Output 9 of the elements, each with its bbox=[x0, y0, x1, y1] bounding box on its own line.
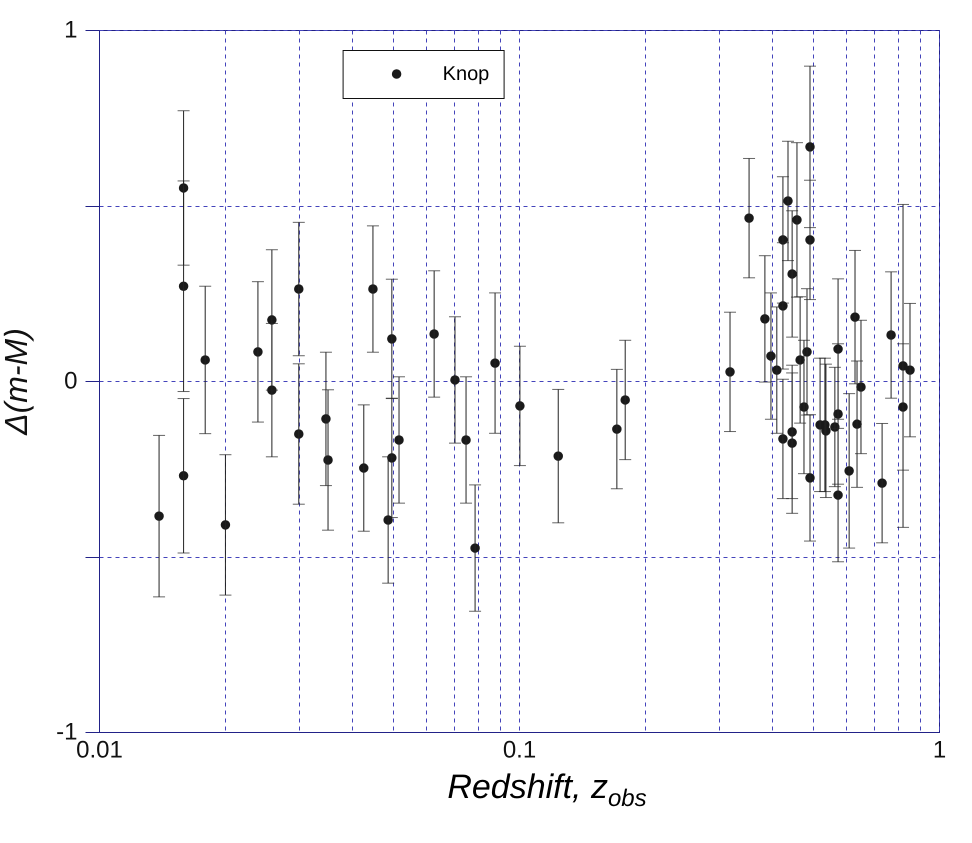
legend-label: Knop bbox=[442, 63, 490, 85]
y-tick-label: 1 bbox=[64, 16, 78, 44]
x-tick-label: 0.01 bbox=[76, 736, 123, 764]
x-tick-label: 1 bbox=[932, 736, 946, 764]
y-tick-label: -1 bbox=[56, 718, 78, 746]
x-tick-label: 0.1 bbox=[502, 736, 536, 764]
y-axis-title: Δ(m-M) bbox=[0, 328, 34, 436]
y-tick-label: 0 bbox=[64, 368, 78, 394]
x-axis-title: Redshift, z$_{obs}$ bbox=[446, 768, 648, 813]
